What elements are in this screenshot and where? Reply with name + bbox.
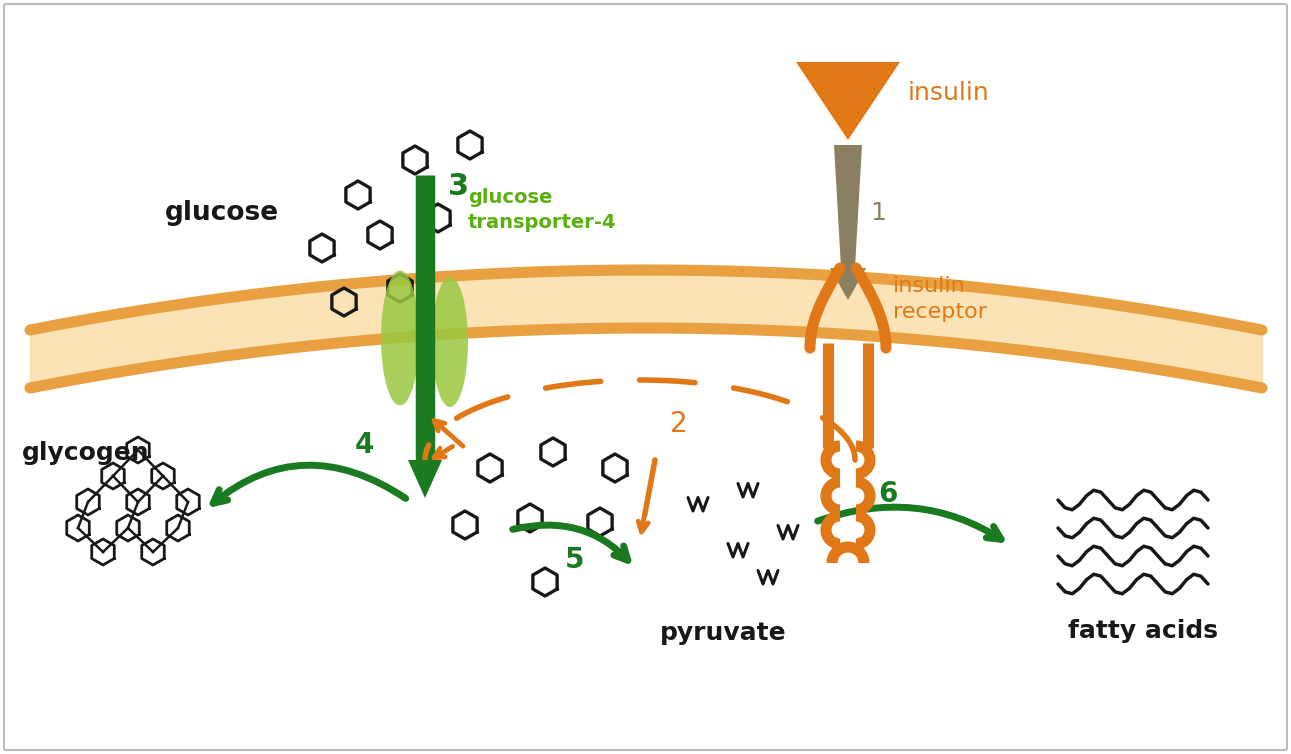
Text: 3: 3 (448, 172, 469, 201)
Ellipse shape (432, 277, 469, 407)
Text: glucose
transporter-4: glucose transporter-4 (469, 188, 617, 232)
FancyBboxPatch shape (4, 4, 1287, 750)
Text: 1: 1 (870, 201, 886, 225)
Polygon shape (408, 460, 442, 498)
Text: insulin: insulin (908, 81, 990, 105)
Polygon shape (830, 268, 866, 300)
Text: glycogen: glycogen (22, 441, 150, 465)
Text: 5: 5 (565, 546, 585, 574)
Text: fatty acids: fatty acids (1068, 619, 1217, 643)
Text: 2: 2 (670, 410, 688, 438)
Text: glucose: glucose (165, 200, 279, 226)
Ellipse shape (381, 271, 420, 406)
Polygon shape (834, 145, 862, 268)
Text: 4: 4 (355, 431, 374, 459)
Text: pyruvate: pyruvate (660, 621, 786, 645)
Text: 6: 6 (878, 480, 897, 508)
Text: insulin
receptor: insulin receptor (893, 277, 988, 322)
Polygon shape (797, 62, 900, 140)
